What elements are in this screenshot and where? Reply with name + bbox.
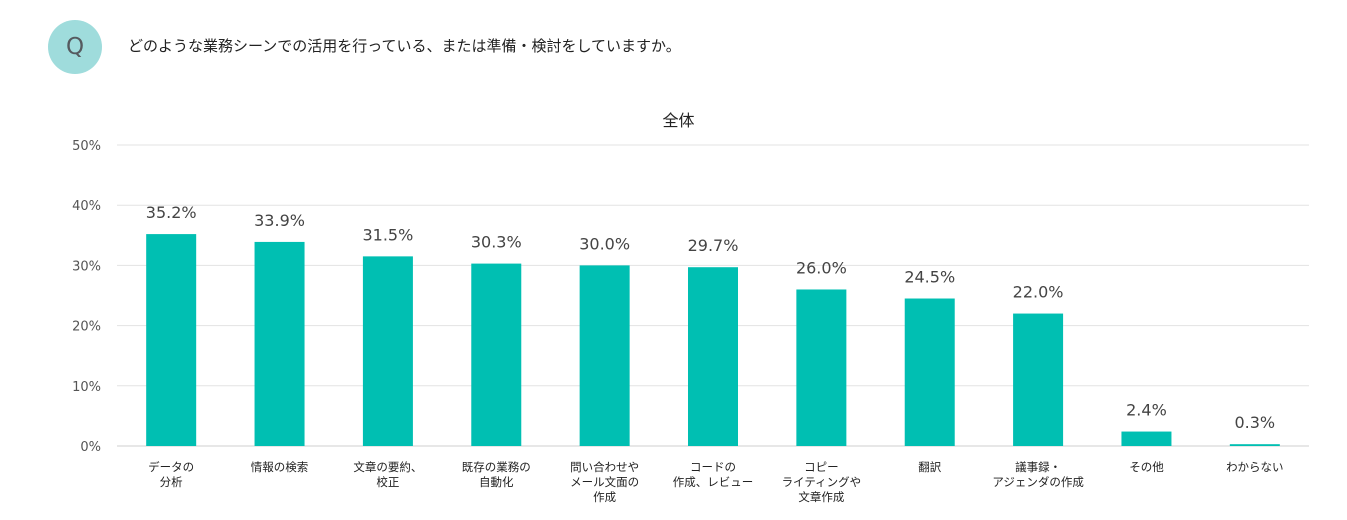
x-tick-label: その他: [1129, 460, 1164, 474]
y-tick-label: 40%: [72, 199, 101, 214]
data-label: 33.9%: [254, 211, 305, 230]
data-label: 0.3%: [1234, 413, 1275, 432]
data-label: 22.0%: [1013, 283, 1064, 302]
bar: [904, 298, 955, 446]
chart-title: 全体: [662, 111, 695, 130]
x-tick-label: 文章の要約、校正: [353, 460, 422, 489]
x-tick-label: コードの作成、レビュー: [673, 460, 754, 489]
data-label: 29.7%: [688, 236, 739, 255]
x-tick-label: 情報の検索: [251, 460, 309, 474]
x-tick-label: 翻訳: [918, 460, 941, 474]
bar: [688, 267, 738, 446]
bar: [471, 263, 522, 446]
y-tick-label: 20%: [72, 320, 101, 335]
y-tick-label: 30%: [72, 259, 101, 274]
x-tick-label: コピーライティングや文章作成: [782, 460, 862, 504]
data-label: 35.2%: [146, 203, 197, 222]
bar: [1229, 444, 1280, 446]
x-tick-label: 議事録・アジェンダの作成: [992, 460, 1084, 489]
bar: [796, 289, 847, 446]
data-label: 30.0%: [579, 234, 630, 253]
x-tick-label: データの分析: [148, 460, 194, 489]
x-tick-label: 問い合わせやメール文面の作成: [570, 460, 639, 504]
bar: [1121, 431, 1172, 446]
data-label: 31.5%: [362, 225, 413, 244]
y-tick-label: 0%: [80, 440, 101, 455]
data-label: 30.3%: [471, 233, 522, 252]
bar: [362, 256, 413, 446]
question-text: どのような業務シーンでの活用を行っている、または準備・検討をしていますか。: [128, 37, 681, 55]
y-tick-label: 10%: [72, 380, 101, 395]
bar: [146, 234, 197, 446]
x-tick-label: わからない: [1226, 460, 1284, 474]
y-tick-label: 50%: [72, 139, 101, 154]
data-label: 2.4%: [1126, 401, 1167, 420]
question-badge: Q: [48, 20, 102, 74]
bar: [579, 265, 630, 446]
bar: [1013, 313, 1064, 446]
data-label: 26.0%: [796, 258, 847, 277]
bar: [254, 241, 305, 446]
x-tick-label: 既存の業務の自動化: [462, 460, 531, 489]
data-label: 24.5%: [904, 268, 955, 287]
